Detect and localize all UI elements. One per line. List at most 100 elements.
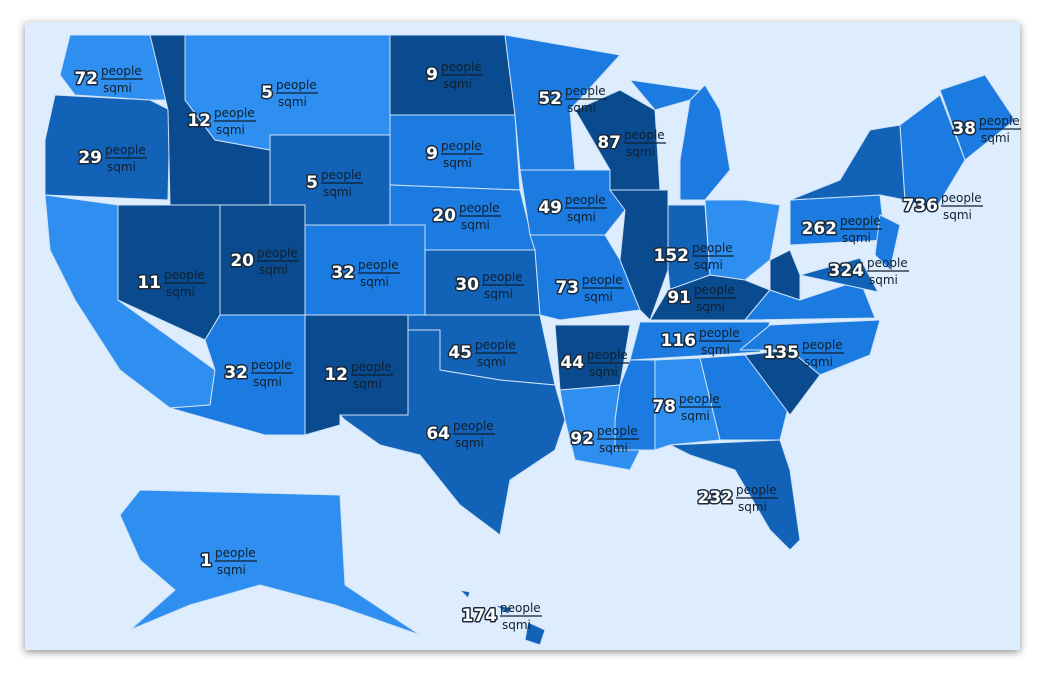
unit-denominator: sqmi xyxy=(278,95,307,109)
density-value: 49 xyxy=(538,198,562,218)
unit-denominator: sqmi xyxy=(253,375,282,389)
density-value: 64 xyxy=(426,424,450,444)
density-value: 72 xyxy=(74,69,98,89)
unit-numerator: people xyxy=(941,191,982,205)
state xyxy=(799,257,879,293)
unit-denominator: sqmi xyxy=(166,285,195,299)
states xyxy=(44,34,1016,646)
density-value: 38 xyxy=(952,119,976,139)
density-value: 1 xyxy=(200,551,212,571)
state xyxy=(44,94,171,201)
unit-denominator: sqmi xyxy=(461,218,490,232)
density-value: 324 xyxy=(829,261,865,281)
density-value: 116 xyxy=(661,331,697,351)
unit-denominator: sqmi xyxy=(681,409,710,423)
unit-denominator: sqmi xyxy=(259,263,288,277)
state xyxy=(899,94,966,211)
unit-denominator: sqmi xyxy=(443,156,472,170)
density-value: 12 xyxy=(187,111,211,131)
unit-numerator: people xyxy=(441,60,482,74)
density-value: 9 xyxy=(426,65,438,85)
unit-denominator: sqmi xyxy=(567,101,596,115)
state xyxy=(669,439,801,551)
state xyxy=(169,314,306,436)
unit-numerator: people xyxy=(624,128,665,142)
state xyxy=(119,489,421,636)
unit-numerator: people xyxy=(358,258,399,272)
unit-numerator: people xyxy=(441,139,482,153)
unit-denominator: sqmi xyxy=(696,300,725,314)
density-value: 32 xyxy=(331,263,355,283)
unit-numerator: people xyxy=(582,273,623,287)
unit-denominator: sqmi xyxy=(584,290,613,304)
unit-numerator: people xyxy=(679,392,720,406)
state xyxy=(629,79,701,111)
density-value: 152 xyxy=(654,246,690,266)
unit-denominator: sqmi xyxy=(455,436,484,450)
unit-denominator: sqmi xyxy=(981,131,1010,145)
unit-numerator: people xyxy=(597,424,638,438)
density-value: 87 xyxy=(597,133,621,153)
density-value: 135 xyxy=(764,343,800,363)
unit-denominator: sqmi xyxy=(107,160,136,174)
density-value: 73 xyxy=(555,278,579,298)
state xyxy=(529,234,641,321)
state xyxy=(519,169,626,236)
unit-numerator: people xyxy=(565,84,606,98)
unit-denominator: sqmi xyxy=(443,77,472,91)
unit-numerator: people xyxy=(105,143,146,157)
density-value: 52 xyxy=(538,89,562,109)
state xyxy=(494,604,513,615)
unit-denominator: sqmi xyxy=(869,273,898,287)
unit-numerator: people xyxy=(276,78,317,92)
unit-numerator: people xyxy=(251,358,292,372)
unit-denominator: sqmi xyxy=(502,618,531,632)
density-value: 20 xyxy=(432,206,456,226)
unit-denominator: sqmi xyxy=(626,145,655,159)
unit-denominator: sqmi xyxy=(701,343,730,357)
unit-denominator: sqmi xyxy=(477,355,506,369)
unit-numerator: people xyxy=(500,601,541,615)
unit-numerator: people xyxy=(694,283,735,297)
unit-denominator: sqmi xyxy=(589,365,618,379)
density-value: 78 xyxy=(652,397,676,417)
unit-denominator: sqmi xyxy=(599,441,628,455)
unit-numerator: people xyxy=(459,201,500,215)
unit-denominator: sqmi xyxy=(323,185,352,199)
density-value: 20 xyxy=(230,251,254,271)
unit-numerator: people xyxy=(321,168,362,182)
density-value: 30 xyxy=(455,275,479,295)
state xyxy=(769,249,801,301)
unit-denominator: sqmi xyxy=(484,287,513,301)
unit-denominator: sqmi xyxy=(804,355,833,369)
density-value: 174 xyxy=(462,606,498,626)
unit-denominator: sqmi xyxy=(694,258,723,272)
density-value: 12 xyxy=(324,365,348,385)
state xyxy=(609,189,669,321)
unit-numerator: people xyxy=(699,326,740,340)
unit-denominator: sqmi xyxy=(943,208,972,222)
density-value: 9 xyxy=(426,144,438,164)
unit-denominator: sqmi xyxy=(567,210,596,224)
density-value: 5 xyxy=(261,83,273,103)
unit-numerator: people xyxy=(257,246,298,260)
density-value: 44 xyxy=(560,353,584,373)
unit-denominator: sqmi xyxy=(103,81,132,95)
density-value: 5 xyxy=(306,173,318,193)
density-value: 11 xyxy=(137,273,161,293)
unit-numerator: people xyxy=(453,419,494,433)
state xyxy=(524,621,546,646)
unit-numerator: people xyxy=(587,348,628,362)
density-value: 32 xyxy=(224,363,248,383)
unit-numerator: people xyxy=(475,338,516,352)
unit-denominator: sqmi xyxy=(738,500,767,514)
unit-numerator: people xyxy=(979,114,1020,128)
unit-denominator: sqmi xyxy=(360,275,389,289)
state xyxy=(739,319,881,376)
unit-numerator: people xyxy=(867,256,908,270)
unit-denominator: sqmi xyxy=(353,377,382,391)
density-value: 29 xyxy=(78,148,102,168)
density-value: 262 xyxy=(802,219,838,239)
unit-denominator: sqmi xyxy=(842,231,871,245)
